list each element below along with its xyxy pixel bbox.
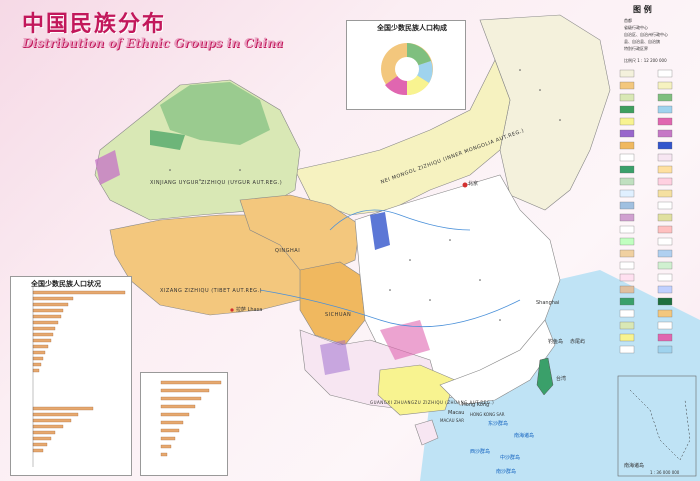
place-taiwan: 台湾 bbox=[556, 376, 567, 382]
bar-10 bbox=[32, 344, 49, 349]
sea-label-dongsha: 东沙群岛 bbox=[488, 421, 509, 427]
bar2-2 bbox=[160, 388, 210, 393]
bar-20 bbox=[32, 436, 52, 441]
region-label-sichuan: SICHUAN bbox=[325, 312, 352, 318]
place-diaoyu: 钓鱼岛 bbox=[548, 339, 564, 345]
region-label-tibet: XIZANG ZIZHIQU (TIBET AUT.REG.) bbox=[160, 288, 263, 294]
yangtze-river bbox=[259, 289, 521, 328]
inset-title: 南海诸岛 bbox=[624, 463, 645, 469]
bar-19 bbox=[32, 430, 56, 435]
place-macau: Macau bbox=[448, 410, 465, 416]
miao-patch bbox=[380, 320, 430, 360]
bar2-4 bbox=[160, 404, 196, 409]
pie-chart-panel: 全国少数民族人口构成 bbox=[346, 20, 466, 110]
bar-chart-title: 全国少数民族人口状况 bbox=[31, 280, 101, 288]
south-sea-dashline bbox=[629, 389, 691, 461]
bar-chart-panel-2 bbox=[140, 372, 228, 476]
population-pie-chart bbox=[381, 43, 433, 96]
legend-title: 图 例 bbox=[633, 5, 652, 14]
hui-patch bbox=[370, 212, 390, 250]
bar-16 bbox=[32, 412, 79, 417]
bar-11 bbox=[32, 350, 46, 355]
legend-key-sar: 特别行政区界 bbox=[624, 46, 648, 51]
sichuan-west-region bbox=[299, 261, 366, 346]
inset-scale: 1 : 36 000 000 bbox=[650, 470, 680, 475]
map-title-en: Distribution of Ethnic Groups in China bbox=[22, 36, 284, 50]
bar-6 bbox=[32, 320, 59, 325]
kirghiz-patch bbox=[95, 150, 120, 185]
bar2-8 bbox=[160, 436, 176, 441]
region-label-xinjiang: XINJIANG UYGUR ZIZHIQU (UYGUR AUT.REG.) bbox=[150, 180, 283, 186]
population-bar-chart bbox=[32, 287, 126, 467]
taiwan-island bbox=[536, 357, 554, 396]
bar-15 bbox=[32, 406, 94, 411]
bar-7 bbox=[32, 326, 56, 331]
bar2-7 bbox=[160, 428, 180, 433]
bar2-5 bbox=[160, 412, 190, 417]
place-hongkong-sar: HONG KONG SAR bbox=[470, 412, 505, 417]
sea-label-xisha: 西沙群岛 bbox=[470, 449, 491, 455]
bar-17 bbox=[32, 418, 72, 423]
ili-patch bbox=[150, 130, 185, 150]
bar2-1 bbox=[160, 380, 222, 385]
bar-21 bbox=[32, 442, 48, 447]
bar-8 bbox=[32, 332, 54, 337]
south-sea-inset bbox=[617, 375, 697, 477]
bar-3 bbox=[32, 302, 69, 307]
bar-12 bbox=[32, 356, 44, 361]
legend-key-provincial: 省级行政中心 bbox=[624, 25, 648, 30]
hainan-island bbox=[414, 419, 439, 446]
place-lhasa: 拉萨 Lhasa bbox=[236, 307, 263, 313]
bar-1 bbox=[32, 290, 126, 295]
legend-scale: 比例尺 1 : 12 200 000 bbox=[624, 58, 667, 63]
north-xinjiang-patch bbox=[160, 82, 270, 145]
bar-22 bbox=[32, 448, 44, 453]
legend-key-autonomous: 自治区、自治州行政中心 bbox=[624, 32, 668, 37]
legend-key-county: 县、自治县、自治旗 bbox=[624, 39, 660, 44]
sea-label-zhongsha: 中沙群岛 bbox=[500, 455, 521, 461]
place-hongkong: Hong Kong bbox=[462, 402, 490, 408]
bar-9 bbox=[32, 338, 52, 343]
bar-5 bbox=[32, 314, 62, 319]
bar2-10 bbox=[160, 452, 168, 457]
lhasa-marker bbox=[230, 308, 234, 312]
place-chiwei: 赤尾屿 bbox=[570, 339, 586, 345]
place-shanghai: Shanghai bbox=[536, 300, 560, 306]
settlement-dots bbox=[169, 69, 561, 321]
bar-chart-panel: 全国少数民族人口状况 bbox=[10, 276, 132, 476]
legend-swatch-column bbox=[619, 69, 673, 354]
pie-chart-title: 全国少数民族人口构成 bbox=[377, 24, 447, 32]
legend-key-capital: 首都 bbox=[624, 18, 632, 23]
sea-label-nansha: 南沙群岛 bbox=[496, 469, 517, 475]
bar-group bbox=[32, 290, 126, 453]
place-beijing: 北京 bbox=[468, 181, 479, 187]
pie-inner-hole bbox=[395, 57, 419, 81]
place-macau-sar: MACAU SAR bbox=[440, 418, 464, 423]
legend-swatches bbox=[619, 69, 673, 354]
bar-4 bbox=[32, 308, 64, 313]
map-title-cn: 中国民族分布 bbox=[22, 11, 167, 37]
yi-patch bbox=[320, 340, 350, 375]
bar2-9 bbox=[160, 444, 172, 449]
sea-label-south-islands: 南海诸岛 bbox=[514, 433, 535, 439]
population-bar-chart-2 bbox=[160, 380, 222, 457]
bar-2 bbox=[32, 296, 74, 301]
pie-slice-2 bbox=[407, 61, 433, 83]
bar2-3 bbox=[160, 396, 202, 401]
bar-14 bbox=[32, 368, 40, 373]
region-label-guangxi: GUANGXI ZHUANGZU ZIZHIQU (ZHUANG AUT.REG… bbox=[370, 400, 495, 405]
bar2-6 bbox=[160, 420, 184, 425]
bar-18 bbox=[32, 424, 64, 429]
region-label-qinghai: QINGHAI bbox=[275, 248, 301, 254]
yellow-river bbox=[329, 209, 471, 231]
guangxi-region bbox=[377, 364, 456, 416]
bar-group-2 bbox=[160, 380, 222, 457]
inner-mongolia-region bbox=[294, 59, 511, 216]
southeast-region bbox=[439, 319, 556, 406]
bar-13 bbox=[32, 362, 42, 367]
beijing-marker bbox=[462, 182, 468, 188]
